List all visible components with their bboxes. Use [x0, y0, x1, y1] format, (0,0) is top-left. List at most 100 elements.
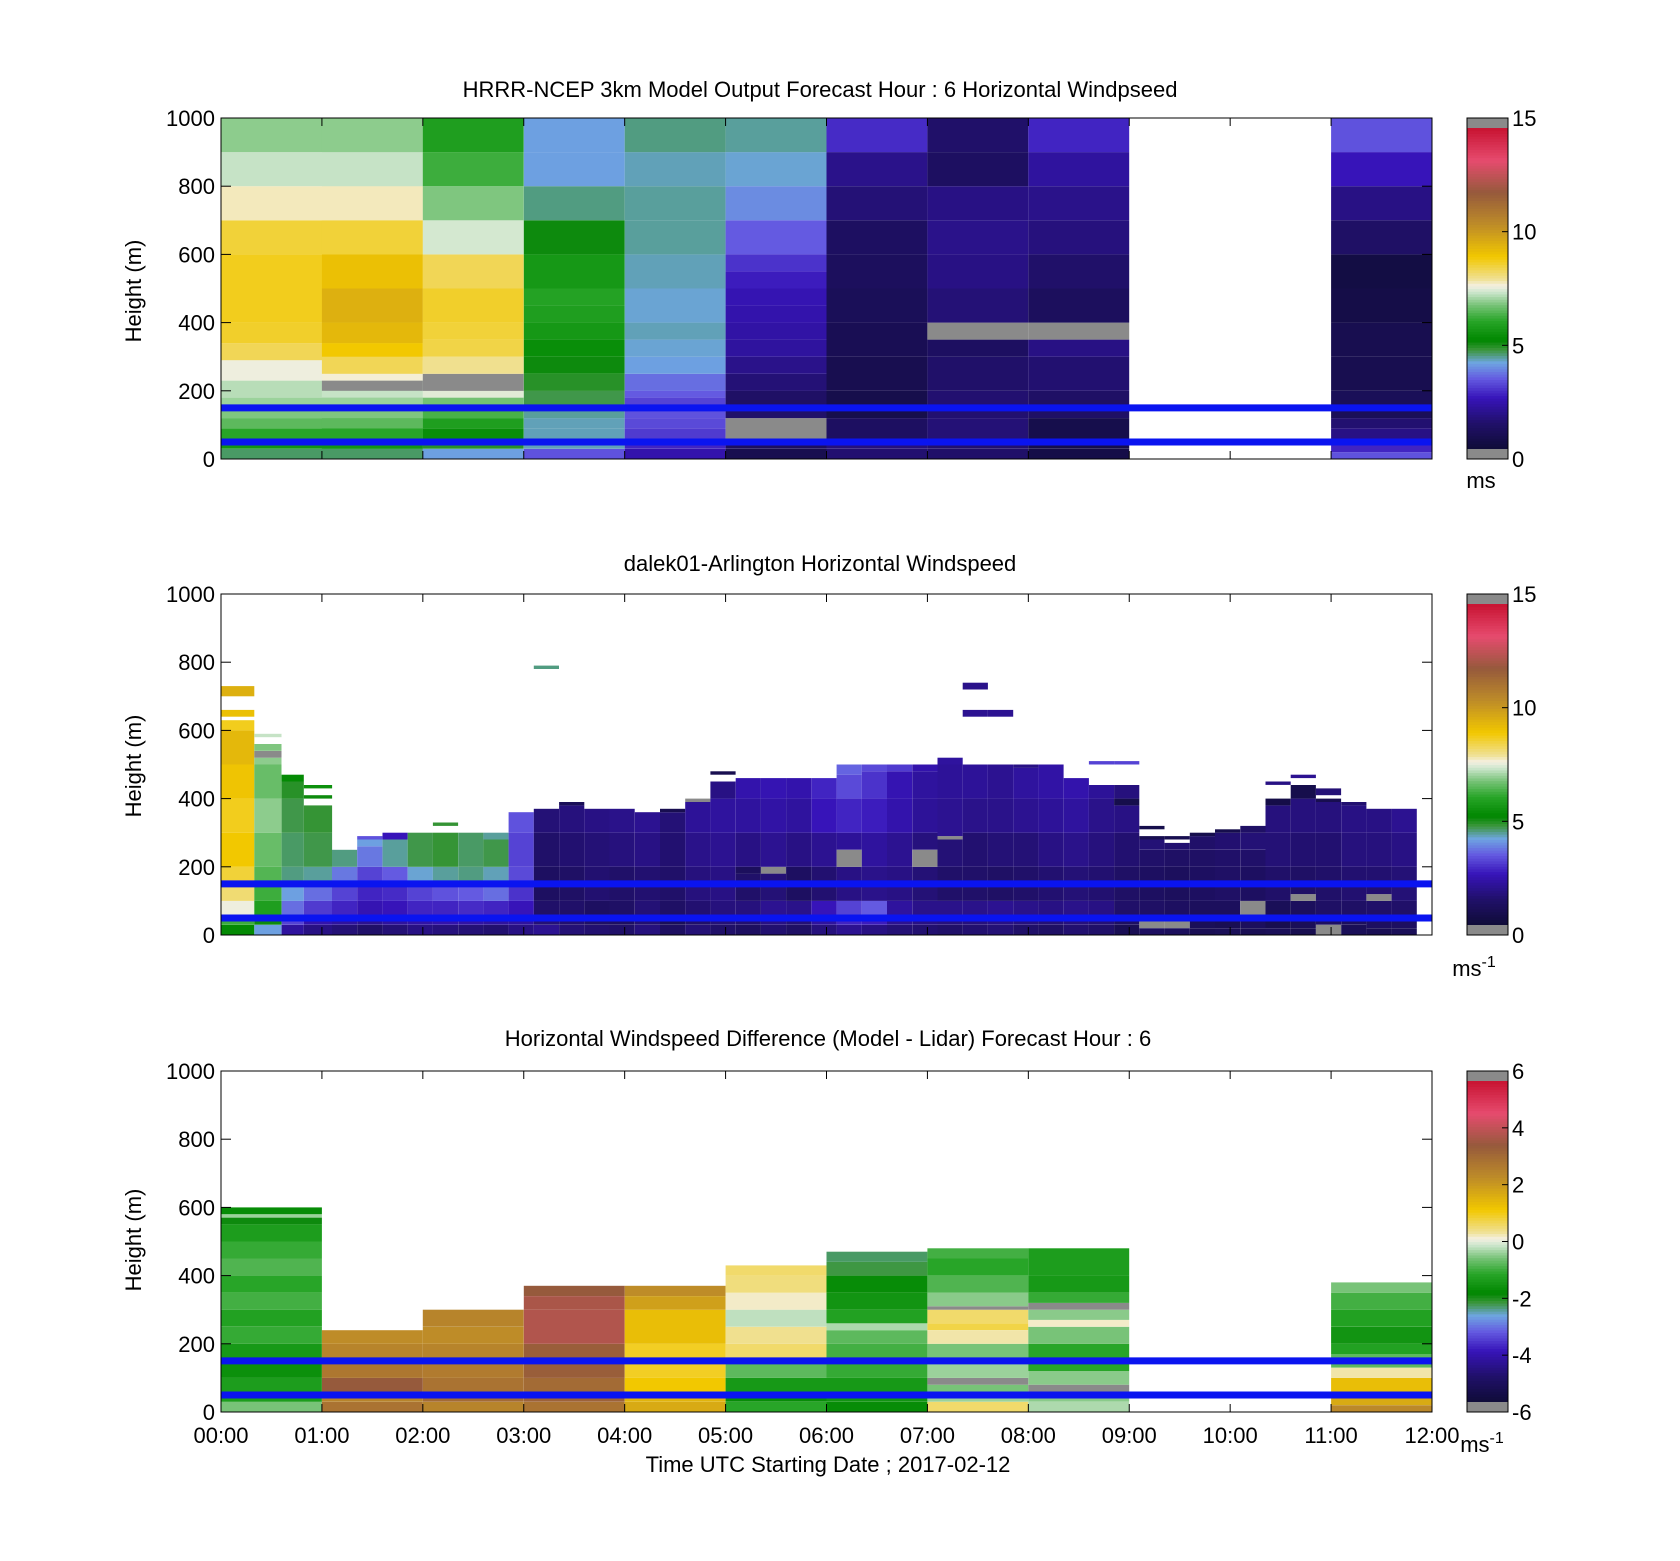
heatmap-cell [927, 418, 1029, 439]
colorbar-swatch [1467, 628, 1508, 632]
heatmap-cell [624, 1401, 726, 1412]
heatmap-cell [1189, 928, 1215, 935]
heatmap-cell [710, 900, 736, 915]
colorbar-swatch [1467, 761, 1508, 766]
heatmap-cell [1013, 832, 1039, 867]
panel-lidar-observations: dalek01-Arlington Horizontal Windspeed H… [121, 551, 1536, 981]
heatmap-cell [321, 380, 423, 391]
colorbar-swatch [1467, 1099, 1508, 1103]
heatmap-cell [382, 839, 408, 867]
heatmap-cell [281, 798, 304, 833]
colorbar-swatch [1467, 1123, 1508, 1128]
heatmap-cell [321, 373, 423, 381]
heatmap-cell [786, 778, 812, 799]
colorbar-swatch [1467, 743, 1508, 747]
heatmap-cell [609, 808, 635, 833]
colorbar-swatch [1467, 259, 1508, 263]
heatmap-cell [1028, 254, 1130, 289]
colorbar-swatch [1467, 1083, 1508, 1087]
colorbar-swatch [1467, 323, 1508, 327]
reference-lines [221, 1357, 1432, 1399]
heatmap-cell [811, 832, 837, 867]
colorbar-swatch [1467, 130, 1508, 134]
heatmap-cell [1290, 785, 1316, 799]
heatmap-cell [1215, 849, 1241, 867]
heatmap-cell [321, 407, 423, 419]
colorbar-swatch [1467, 1238, 1508, 1243]
colorbar-swatch [1467, 644, 1508, 648]
heatmap-cell [1366, 894, 1392, 901]
colorbar-swatch [1467, 676, 1508, 680]
colorbar-swatch [1467, 403, 1508, 407]
colorbar-swatch [1467, 914, 1508, 918]
colorbar-swatch [1467, 863, 1508, 867]
heatmap-cell [422, 418, 524, 429]
heatmap-cell [321, 397, 423, 408]
colorbar-swatch [1467, 801, 1508, 806]
heatmap-cell [1028, 1275, 1130, 1293]
heatmap-cell [1331, 1309, 1432, 1327]
heatmap-cell [725, 339, 827, 357]
heatmap-cell [508, 866, 534, 884]
heatmap-cell [221, 764, 255, 799]
heatmap-cell [321, 1360, 423, 1378]
colorbar-swatch [1467, 767, 1508, 771]
colorbar-swatch [1467, 641, 1508, 645]
colorbar-swatch [1467, 395, 1508, 399]
colorbar-swatch [1467, 711, 1508, 715]
heatmap-cell [927, 1248, 1029, 1259]
colorbar-swatch [1467, 646, 1508, 651]
heatmap-cell [836, 764, 862, 775]
heatmap-cell [432, 822, 459, 826]
heatmap-cell [912, 849, 938, 867]
colorbar-swatch [1467, 727, 1508, 731]
y-tick-label: 600 [178, 718, 215, 743]
colorbar-tick-label: 5 [1512, 809, 1524, 834]
heatmap-cell [1240, 832, 1266, 850]
colorbar-swatch [1467, 657, 1508, 661]
heatmap-cell [422, 390, 524, 398]
heatmap-cell [887, 924, 913, 935]
colorbar-swatch [1467, 200, 1508, 204]
colorbar-swatch [1467, 218, 1508, 223]
heatmap-cell [508, 832, 534, 867]
colorbar-swatch [1467, 408, 1508, 413]
heatmap-cell [725, 118, 827, 153]
heatmap-cell [1331, 186, 1432, 221]
colorbar-swatch [1467, 788, 1508, 792]
heatmap-cell [221, 1241, 322, 1259]
heatmap-cell [1331, 428, 1432, 439]
y-tick-label: 0 [203, 923, 215, 948]
x-axis-label: Time UTC Starting Date ; 2017-02-12 [646, 1452, 1011, 1477]
heatmap-cell [1240, 900, 1266, 915]
colorbar-overflow [1467, 1071, 1508, 1081]
colorbar-swatch [1467, 1145, 1508, 1149]
heatmap-cell [1315, 900, 1342, 915]
heatmap-cell [634, 832, 660, 867]
colorbar-swatch [1467, 1324, 1508, 1328]
colorbar-swatch [1467, 751, 1508, 755]
heatmap-cell [221, 900, 255, 915]
colorbar-swatch [1467, 804, 1508, 808]
colorbar-swatch [1467, 1131, 1508, 1136]
colorbar-swatch [1467, 622, 1508, 626]
colorbar-swatch [1467, 138, 1508, 142]
colorbar-swatch [1467, 724, 1508, 728]
colorbar-swatch [1467, 1147, 1508, 1152]
colorbar-swatch [1467, 780, 1508, 784]
colorbar-swatch [1467, 1345, 1508, 1350]
colorbar-swatch [1467, 1254, 1508, 1259]
heatmap-cell [1028, 186, 1130, 221]
x-tick-label: 07:00 [900, 1423, 955, 1448]
colorbar-swatch [1467, 868, 1508, 873]
colorbar-swatch [1467, 352, 1508, 356]
heatmap-cell [1114, 900, 1140, 915]
colorbar-swatch [1467, 1321, 1508, 1326]
colorbar-swatch [1467, 1375, 1508, 1379]
heatmap-cell [962, 682, 988, 690]
colorbar-swatch [1467, 1188, 1508, 1192]
heatmap-cell [523, 1401, 625, 1412]
heatmap-cell [303, 795, 333, 799]
heatmap-cell [1331, 220, 1432, 255]
heatmap-cell [508, 812, 534, 833]
